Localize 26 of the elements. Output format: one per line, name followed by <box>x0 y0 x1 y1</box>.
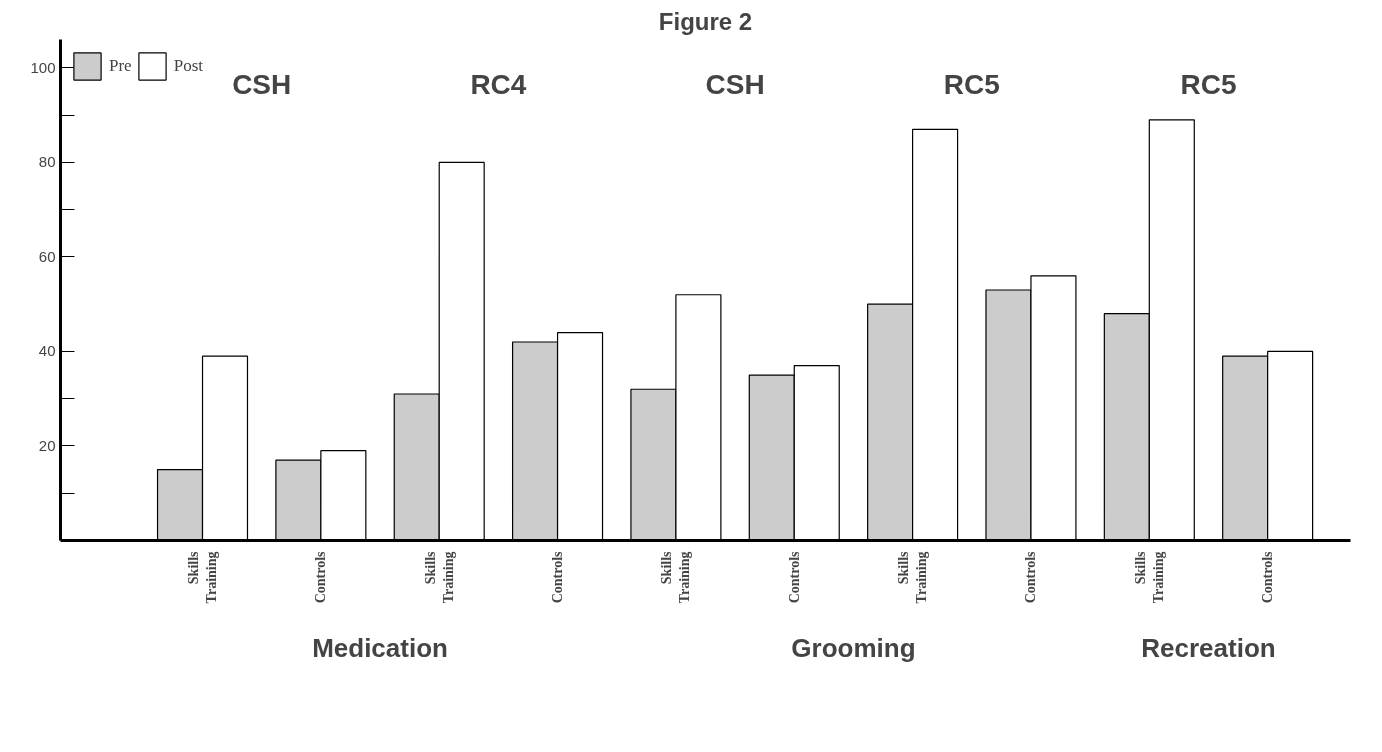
y-tick-label: 60 <box>38 247 56 265</box>
y-tick-label: 20 <box>38 436 56 454</box>
legend-label: Pre <box>109 56 132 76</box>
x-tick-label: Skills Training <box>1132 550 1166 604</box>
chart-title: Figure 2 <box>658 7 753 35</box>
text: Recreation <box>1141 632 1276 663</box>
annotation: RC5 <box>943 68 1000 100</box>
x-tick-label: Skills Training <box>422 550 456 604</box>
x-tick-label: Controls <box>1260 550 1276 604</box>
x-tick-label: Skills Training <box>896 550 930 604</box>
x-tick-label: Controls <box>313 550 329 604</box>
x-tick-label: Skills Training <box>186 550 220 604</box>
y-tick-label: 100 <box>30 58 56 76</box>
y-tick-label: 40 <box>38 342 56 360</box>
annotation: CSH <box>232 68 292 100</box>
annotation: RC4 <box>470 68 527 100</box>
x-tick-label: Controls <box>1023 550 1039 604</box>
annotation: RC5 <box>1180 68 1237 100</box>
x-tick-label: Controls <box>786 550 802 604</box>
text: Medication <box>312 632 448 663</box>
x-tick-label: Skills Training <box>659 550 693 604</box>
text: Grooming <box>791 632 916 663</box>
x-tick-label: Controls <box>550 550 566 604</box>
y-tick-label: 80 <box>38 153 56 171</box>
legend-label: Post <box>173 56 203 76</box>
annotation: CSH <box>705 68 765 100</box>
